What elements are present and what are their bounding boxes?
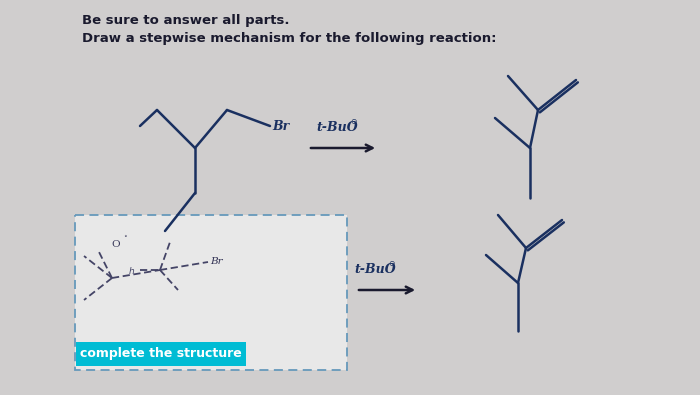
FancyBboxPatch shape [75,215,347,370]
Text: O: O [112,239,120,248]
Text: $^{\circleddash}$: $^{\circleddash}$ [350,118,358,128]
FancyBboxPatch shape [76,342,246,366]
Text: $^{\ominus}$: $^{\ominus}$ [388,260,396,270]
Text: complete the structure: complete the structure [80,348,242,361]
Text: $^{\circ}$: $^{\circ}$ [123,233,128,243]
Text: Be sure to answer all parts.: Be sure to answer all parts. [82,14,290,27]
Text: Draw a stepwise mechanism for the following reaction:: Draw a stepwise mechanism for the follow… [82,32,496,45]
Text: h: h [129,267,135,276]
Text: Br: Br [272,120,289,132]
Text: Br: Br [210,258,223,267]
Text: t-BuO: t-BuO [316,121,358,134]
Text: t-BuO: t-BuO [354,263,395,276]
